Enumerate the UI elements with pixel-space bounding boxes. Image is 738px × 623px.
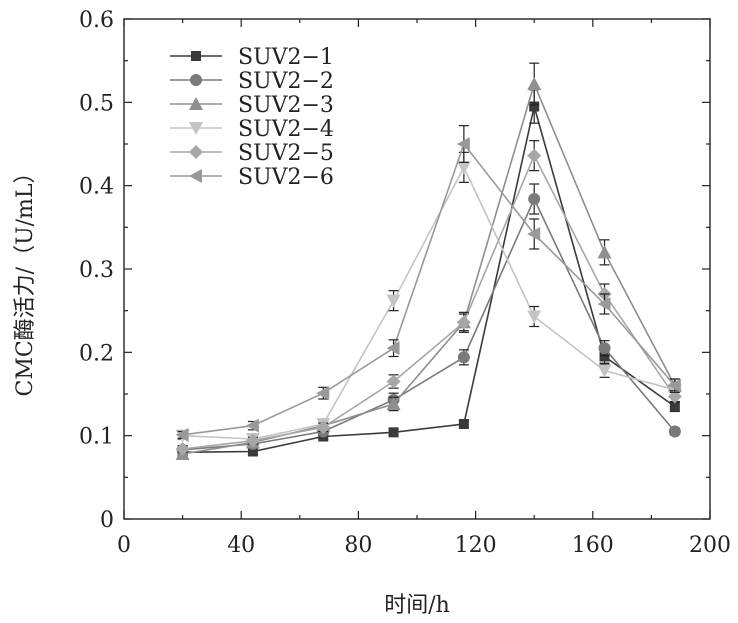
x-tick-label: 160 xyxy=(572,533,614,558)
legend-item: SUV2−3 xyxy=(170,93,334,118)
data-point xyxy=(599,351,610,362)
x-axis-title: 时间/h xyxy=(384,593,450,618)
plot-axes xyxy=(123,18,711,520)
series-line xyxy=(182,142,676,436)
legend-marker xyxy=(190,74,202,86)
y-tick-label: 0.1 xyxy=(79,425,114,450)
legend-marker xyxy=(189,169,202,183)
legend-item: SUV2−2 xyxy=(170,69,334,94)
data-point xyxy=(528,193,541,205)
data-point xyxy=(456,137,470,151)
data-point xyxy=(597,245,612,259)
series-2 xyxy=(176,183,681,456)
legend-marker xyxy=(191,51,201,61)
plot-frame xyxy=(123,18,711,520)
data-point xyxy=(597,297,611,311)
data-point xyxy=(245,418,259,433)
data-point xyxy=(527,310,542,324)
data-point xyxy=(456,161,471,175)
y-tick-label: 0.6 xyxy=(79,8,114,33)
y-axis-title: CMC酶活力/（U/mL） xyxy=(13,161,38,396)
x-tick-label: 120 xyxy=(455,533,497,558)
data-point xyxy=(175,427,189,442)
data-point xyxy=(316,420,331,435)
legend-label: SUV2−1 xyxy=(238,45,334,70)
y-tick-label: 0.3 xyxy=(79,258,114,283)
legend-label: SUV2−3 xyxy=(238,93,334,118)
legend-marker xyxy=(189,122,203,135)
y-tick-label: 0.5 xyxy=(79,91,114,116)
y-tick-label: 0.4 xyxy=(79,175,114,200)
legend-label: SUV2−2 xyxy=(238,69,334,94)
data-point xyxy=(386,397,401,410)
data-point xyxy=(598,342,611,355)
x-tick-label: 0 xyxy=(117,533,131,558)
data-point xyxy=(527,77,542,90)
data-point xyxy=(597,364,612,378)
data-point xyxy=(316,386,330,401)
data-point xyxy=(527,148,542,163)
y-tick-label: 0.2 xyxy=(79,341,114,366)
data-point xyxy=(667,389,682,404)
data-point xyxy=(669,401,680,412)
data-point xyxy=(175,442,190,456)
series-line xyxy=(182,81,676,455)
data-point xyxy=(245,433,260,448)
x-tick-label: 40 xyxy=(227,533,255,558)
data-point xyxy=(386,341,400,356)
legend-label: SUV2−6 xyxy=(238,165,334,190)
data-point xyxy=(247,446,258,457)
legend-item: SUV2−6 xyxy=(170,165,334,190)
series-line xyxy=(182,165,676,440)
legend-item: SUV2−5 xyxy=(170,141,334,166)
data-point xyxy=(527,227,541,241)
legend-label: SUV2−5 xyxy=(238,141,334,166)
data-point xyxy=(386,294,401,308)
legend-marker xyxy=(189,97,203,110)
series-5 xyxy=(175,140,682,456)
series-6 xyxy=(175,125,681,442)
series-layer xyxy=(175,62,682,460)
data-point xyxy=(456,315,471,330)
data-point xyxy=(529,101,540,112)
x-tick-label: 80 xyxy=(344,533,372,558)
data-point xyxy=(386,374,401,389)
data-point xyxy=(667,378,681,393)
series-line xyxy=(182,153,676,450)
legend-label: SUV2−4 xyxy=(238,117,334,142)
data-point xyxy=(668,425,681,438)
legend-item: SUV2−4 xyxy=(170,117,334,142)
y-tick-label: 0 xyxy=(100,508,114,533)
data-point xyxy=(458,419,469,429)
legend-item: SUV2−1 xyxy=(170,45,334,70)
legend-marker xyxy=(189,145,203,159)
series-line xyxy=(182,106,676,454)
x-tick-label: 200 xyxy=(689,533,731,558)
data-point xyxy=(388,427,399,438)
data-point xyxy=(457,351,470,364)
axis-ticks: 0 40 80 120 160 200 0 0.1 0.2 0.3 0.4 0.5 0.6 xyxy=(79,8,731,558)
series-line xyxy=(182,197,676,451)
